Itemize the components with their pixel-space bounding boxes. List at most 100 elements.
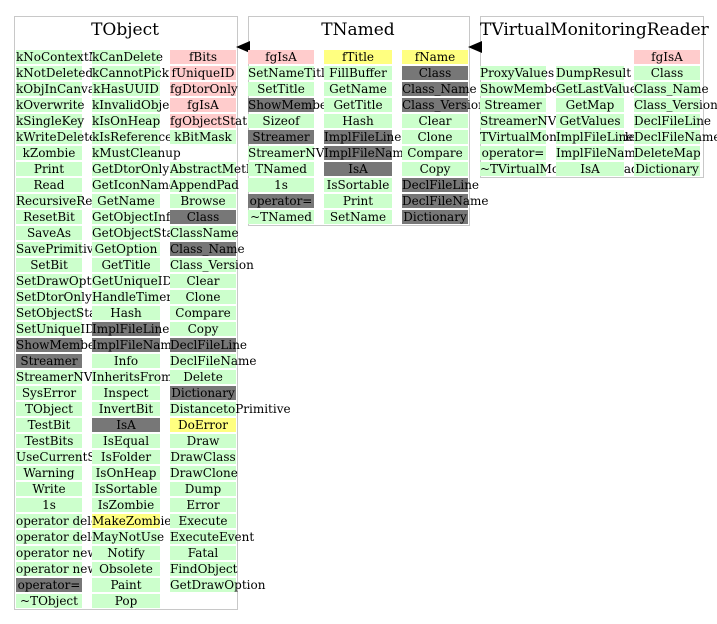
member-cell: StreamerNVirtual [248, 146, 358, 160]
member-cell: SetDrawOption [16, 274, 111, 288]
member-cell: GetDtorOnly [92, 162, 170, 176]
member-cell: Draw [170, 434, 236, 448]
member-cell: IsA [92, 418, 160, 432]
member-cell: IsFolder [92, 450, 160, 464]
member-cell: kIsReferenced [92, 130, 180, 144]
member-cell: GetIconName [92, 178, 177, 192]
member-cell: Streamer [248, 130, 314, 144]
member-cell: ShowMembers [16, 338, 107, 352]
member-cell: ImplFileName [92, 338, 179, 352]
member-cell: ~TNamed [248, 210, 314, 224]
member-cell: FillBuffer [324, 66, 392, 80]
member-cell: fBits [170, 50, 236, 64]
member-cell: kSingleKey [16, 114, 85, 128]
member-cell: DrawClone [170, 466, 238, 480]
member-cell: kBitMask [170, 130, 236, 144]
member-cell: kOverwrite [16, 98, 85, 112]
member-cell [480, 50, 546, 64]
member-cell: Class [402, 66, 468, 80]
member-cell: DeclFileName [170, 354, 257, 368]
member-cell: Dictionary [634, 162, 700, 176]
member-cell: Dictionary [170, 386, 236, 400]
member-cell: Write [16, 482, 82, 496]
member-cell: SetDtorOnly [16, 290, 92, 304]
member-cell: RecursiveRemove [16, 194, 125, 208]
member-cell [170, 146, 236, 160]
member-cell: Paint [92, 578, 160, 592]
member-cell: 1s [16, 498, 82, 512]
member-cell: operator delete [16, 514, 111, 528]
member-cell: Fatal [170, 546, 236, 560]
member-cell: Compare [402, 146, 468, 160]
member-cell: DeclFileLine [402, 178, 480, 192]
member-cell: TVirtualMonitoringReader [480, 130, 642, 144]
member-cell: Class_Name [634, 82, 709, 96]
member-cell: Delete [170, 370, 236, 384]
member-cell: kNotDeleted [16, 66, 94, 80]
member-cell: Print [16, 162, 82, 176]
member-cell: IsSortable [324, 178, 392, 192]
member-cell: FindObject [170, 562, 238, 576]
member-cell: ~TObject [16, 594, 82, 608]
member-cell: operator new[] [16, 562, 107, 576]
member-cell: Print [324, 194, 392, 208]
member-cell: GetObjectInfo [92, 210, 178, 224]
member-cell: operator= [248, 194, 314, 208]
member-cell: IsA [556, 162, 624, 176]
member-cell: Hash [92, 306, 160, 320]
member-cell: operator= [16, 578, 82, 592]
panel-title-tnamed: TNamed [321, 20, 395, 40]
member-cell: GetDrawOption [170, 578, 266, 592]
member-cell: GetObjectStat [92, 226, 179, 240]
member-cell: Clear [170, 274, 236, 288]
member-cell: DeclFileLine [634, 114, 712, 128]
member-cell: kHasUUID [92, 82, 160, 96]
member-cell: kObjInCanvas [16, 82, 102, 96]
member-cell: fTitle [324, 50, 392, 64]
member-cell: fgObjectStat [170, 114, 248, 128]
member-cell: fgIsA [170, 98, 236, 112]
member-cell: UseCurrentStyle [16, 450, 119, 464]
member-cell: Class [634, 66, 700, 80]
member-cell: Copy [402, 162, 468, 176]
inheritance-arrow-tvmr-to-tnamed [468, 41, 482, 53]
member-cell: DoError [170, 418, 236, 432]
member-cell: Notify [92, 546, 160, 560]
member-cell: TObject [16, 402, 82, 416]
member-cell: ImplFileName [324, 146, 411, 160]
member-cell: Streamer [16, 354, 82, 368]
member-cell: fgIsA [634, 50, 700, 64]
member-cell: SetUniqueID [16, 322, 95, 336]
member-cell [556, 50, 624, 64]
member-cell: GetTitle [92, 258, 160, 272]
member-cell: SetBit [16, 258, 82, 272]
member-cell: SysError [16, 386, 82, 400]
member-cell: Clone [170, 290, 236, 304]
member-cell: GetUniqueID [92, 274, 173, 288]
member-cell: ShowMembers [480, 82, 571, 96]
member-cell: Error [170, 498, 236, 512]
member-cell: operator new [16, 546, 98, 560]
inheritance-arrow-tnamed-to-tobject [236, 41, 250, 53]
member-cell: Browse [170, 194, 236, 208]
member-cell: SaveAs [16, 226, 82, 240]
member-cell: ExecuteEvent [170, 530, 255, 544]
member-cell: Execute [170, 514, 236, 528]
member-cell: operator delete[] [16, 530, 120, 544]
member-cell: StreamerNVirtual [480, 114, 590, 128]
member-cell: DeclFileName [402, 194, 489, 208]
member-cell: GetTitle [324, 98, 392, 112]
member-cell: Class_Version [402, 98, 486, 112]
member-cell: Copy [170, 322, 236, 336]
member-cell: GetMap [556, 98, 624, 112]
member-cell: IsSortable [92, 482, 160, 496]
member-cell: Inspect [92, 386, 160, 400]
member-cell: IsEqual [92, 434, 160, 448]
member-cell: ImplFileName [556, 146, 643, 160]
member-cell: kCannotPick [92, 66, 170, 80]
member-cell: Dump [170, 482, 236, 496]
member-cell: ~TVirtualMonitoringReader [480, 162, 652, 176]
member-cell: SetName [324, 210, 392, 224]
member-cell: AppendPad [170, 178, 239, 192]
member-cell: kCanDelete [92, 50, 163, 64]
